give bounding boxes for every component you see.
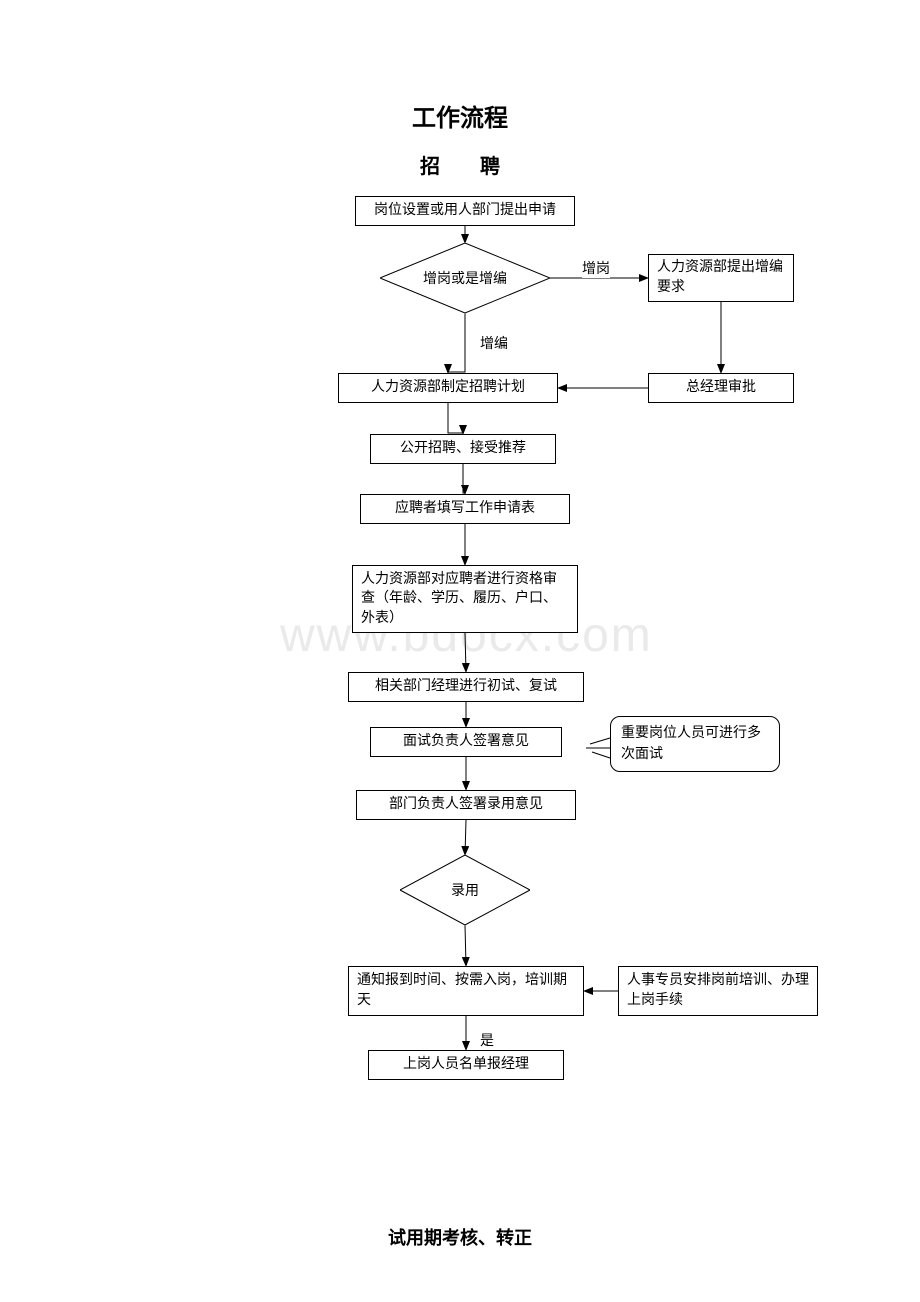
edge-n10-d2 — [465, 820, 466, 855]
flow-node-n3: 总经理审批 — [648, 373, 794, 403]
edge-label: 是 — [480, 1030, 494, 1050]
edge-n7-n8 — [465, 633, 466, 672]
flow-decision-d2: 录用 — [400, 855, 530, 925]
flow-node-n6: 应聘者填写工作申请表 — [360, 494, 570, 524]
flow-node-n12: 人事专员安排岗前培训、办理上岗手续 — [618, 966, 818, 1016]
flow-node-n4: 人力资源部制定招聘计划 — [338, 373, 558, 403]
section-title: 招 聘 — [0, 150, 920, 179]
flow-node-n1: 岗位设置或用人部门提出申请 — [355, 196, 575, 226]
next-section-title: 试用期考核、转正 — [0, 1224, 920, 1250]
flow-decision-d1: 增岗或是增编 — [380, 243, 550, 313]
edge-n5-n6 — [463, 464, 465, 494]
flow-node-n5: 公开招聘、接受推荐 — [370, 434, 556, 464]
flow-node-n7: 人力资源部对应聘者进行资格审查（年龄、学历、履历、户口、外表） — [352, 565, 578, 633]
edge-d2-n11 — [465, 925, 466, 966]
flow-node-n9: 面试负责人签署意见 — [370, 727, 562, 757]
edge-n4-n5 — [448, 403, 463, 434]
edge-label: 增岗 — [582, 258, 610, 278]
edge-label: 增编 — [480, 333, 508, 353]
edge-d1-n4 — [448, 313, 465, 373]
flow-node-n10: 部门负责人签署录用意见 — [356, 790, 576, 820]
flow-node-n8: 相关部门经理进行初试、复试 — [348, 672, 584, 702]
flow-node-n2: 人力资源部提出增编要求 — [648, 254, 794, 302]
callout-text: 重要岗位人员可进行多次面试 — [610, 716, 780, 772]
flow-node-n11: 通知报到时间、按需入岗，培训期 天 — [348, 966, 584, 1016]
page-title: 工作流程 — [0, 98, 920, 133]
flow-node-n13: 上岗人员名单报经理 — [368, 1050, 564, 1080]
